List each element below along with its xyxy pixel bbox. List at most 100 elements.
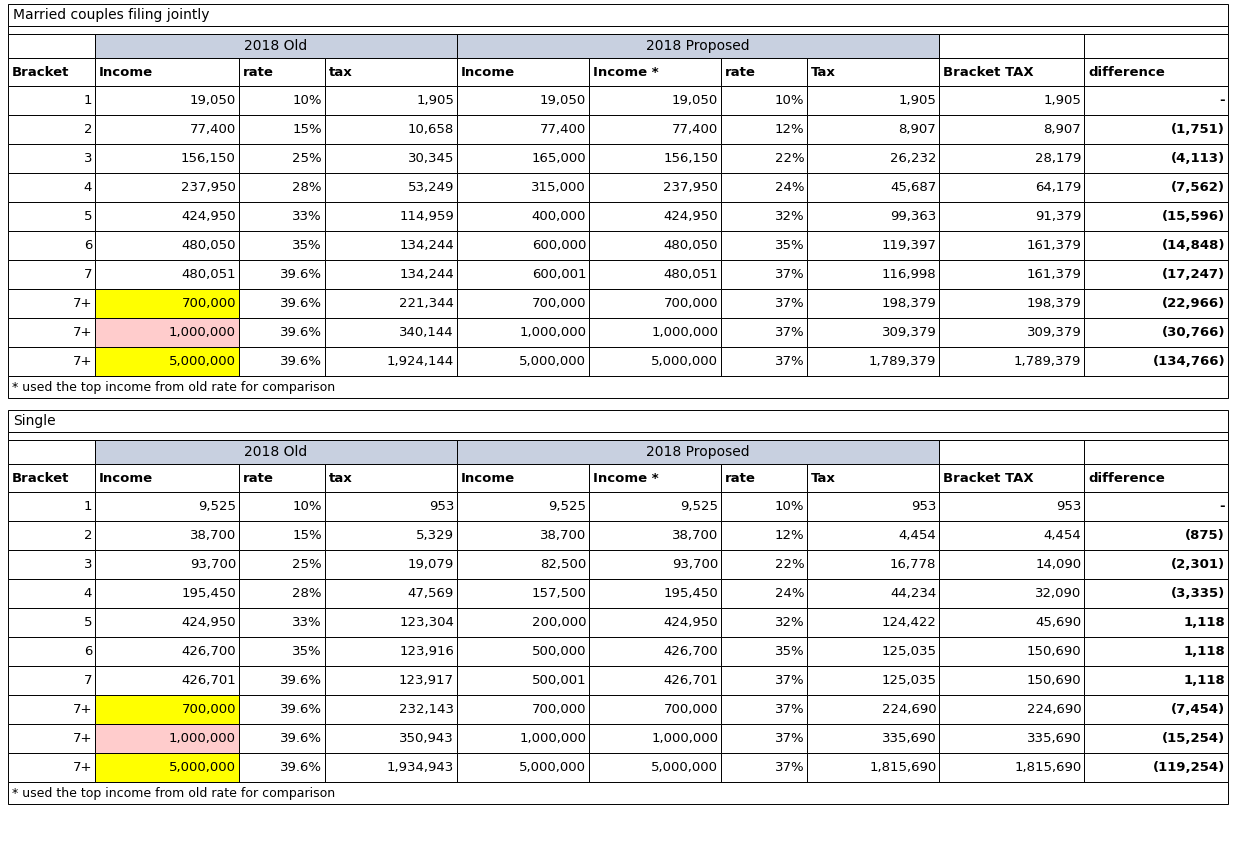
Bar (807, 492, 940, 521)
Text: 4: 4 (84, 587, 92, 600)
Text: 1,905: 1,905 (1043, 94, 1081, 107)
Text: 22%: 22% (775, 152, 805, 165)
Bar (7, 58, 95, 86)
Text: 1,118: 1,118 (1183, 645, 1225, 658)
Text: 150,690: 150,690 (1027, 645, 1081, 658)
Bar (95, 579, 239, 608)
Text: 600,000: 600,000 (532, 239, 587, 252)
Text: 28%: 28% (293, 587, 322, 600)
Bar (1084, 666, 1228, 695)
Bar (589, 115, 722, 144)
Text: 134,244: 134,244 (399, 239, 454, 252)
Bar (325, 608, 458, 637)
Bar (7, 695, 95, 724)
Bar (807, 579, 940, 608)
Bar (940, 637, 1084, 666)
Text: 953: 953 (429, 500, 454, 513)
Bar (239, 260, 325, 289)
Bar (722, 58, 807, 86)
Text: (7,454): (7,454) (1171, 703, 1225, 716)
Text: 1: 1 (84, 94, 92, 107)
Bar (95, 231, 239, 260)
Text: (1,751): (1,751) (1171, 123, 1225, 136)
Text: 161,379: 161,379 (1027, 268, 1081, 281)
Bar (239, 579, 325, 608)
Bar (325, 637, 458, 666)
Text: (7,562): (7,562) (1171, 181, 1225, 194)
Bar (1084, 492, 1228, 521)
Bar (7, 521, 95, 550)
Text: 37%: 37% (775, 674, 805, 687)
Bar (95, 173, 239, 202)
Bar (589, 318, 722, 347)
Text: Income *: Income * (593, 471, 658, 484)
Bar (458, 608, 589, 637)
Bar (7, 318, 95, 347)
Text: 2: 2 (84, 529, 92, 542)
Bar (1084, 231, 1228, 260)
Text: 1,000,000: 1,000,000 (520, 326, 587, 339)
Bar (722, 579, 807, 608)
Bar (807, 666, 940, 695)
Bar (807, 58, 940, 86)
Text: 38,700: 38,700 (672, 529, 718, 542)
Text: 1,905: 1,905 (899, 94, 936, 107)
Bar (722, 347, 807, 376)
Text: 39.6%: 39.6% (280, 268, 322, 281)
Text: 340,144: 340,144 (399, 326, 454, 339)
Text: (22,966): (22,966) (1162, 297, 1225, 310)
Text: (134,766): (134,766) (1152, 355, 1225, 368)
Text: 123,916: 123,916 (399, 645, 454, 658)
Text: 480,051: 480,051 (663, 268, 718, 281)
Bar (1084, 753, 1228, 782)
Bar (1084, 440, 1228, 464)
Bar (458, 231, 589, 260)
Bar (940, 144, 1084, 173)
Text: 35%: 35% (775, 239, 805, 252)
Text: 38,700: 38,700 (190, 529, 236, 542)
Bar (458, 724, 589, 753)
Bar (940, 579, 1084, 608)
Bar (940, 318, 1084, 347)
Bar (239, 58, 325, 86)
Text: 32%: 32% (775, 210, 805, 223)
Bar (7, 550, 95, 579)
Bar (1084, 550, 1228, 579)
Bar (458, 115, 589, 144)
Text: 232,143: 232,143 (399, 703, 454, 716)
Bar (239, 202, 325, 231)
Text: 1: 1 (84, 500, 92, 513)
Text: 237,950: 237,950 (663, 181, 718, 194)
Text: 1,118: 1,118 (1183, 616, 1225, 629)
Bar (7, 26, 1228, 34)
Bar (458, 521, 589, 550)
Text: 25%: 25% (293, 152, 322, 165)
Text: 39.6%: 39.6% (280, 674, 322, 687)
Bar (589, 637, 722, 666)
Text: 1,789,379: 1,789,379 (869, 355, 936, 368)
Text: 123,304: 123,304 (399, 616, 454, 629)
Text: Income: Income (461, 66, 515, 79)
Bar (95, 260, 239, 289)
Text: 6: 6 (84, 239, 92, 252)
Bar (7, 464, 95, 492)
Bar (458, 695, 589, 724)
Text: 480,051: 480,051 (181, 268, 236, 281)
Text: Single: Single (12, 414, 56, 428)
Text: 426,701: 426,701 (663, 674, 718, 687)
Text: 47,569: 47,569 (408, 587, 454, 600)
Bar (807, 231, 940, 260)
Bar (722, 521, 807, 550)
Bar (7, 4, 1228, 26)
Bar (7, 637, 95, 666)
Text: 22%: 22% (775, 558, 805, 571)
Bar (239, 318, 325, 347)
Text: 114,959: 114,959 (399, 210, 454, 223)
Bar (325, 202, 458, 231)
Bar (7, 608, 95, 637)
Text: rate: rate (243, 471, 274, 484)
Bar (239, 666, 325, 695)
Text: 1,000,000: 1,000,000 (169, 326, 236, 339)
Bar (7, 376, 1228, 398)
Text: 224,690: 224,690 (882, 703, 936, 716)
